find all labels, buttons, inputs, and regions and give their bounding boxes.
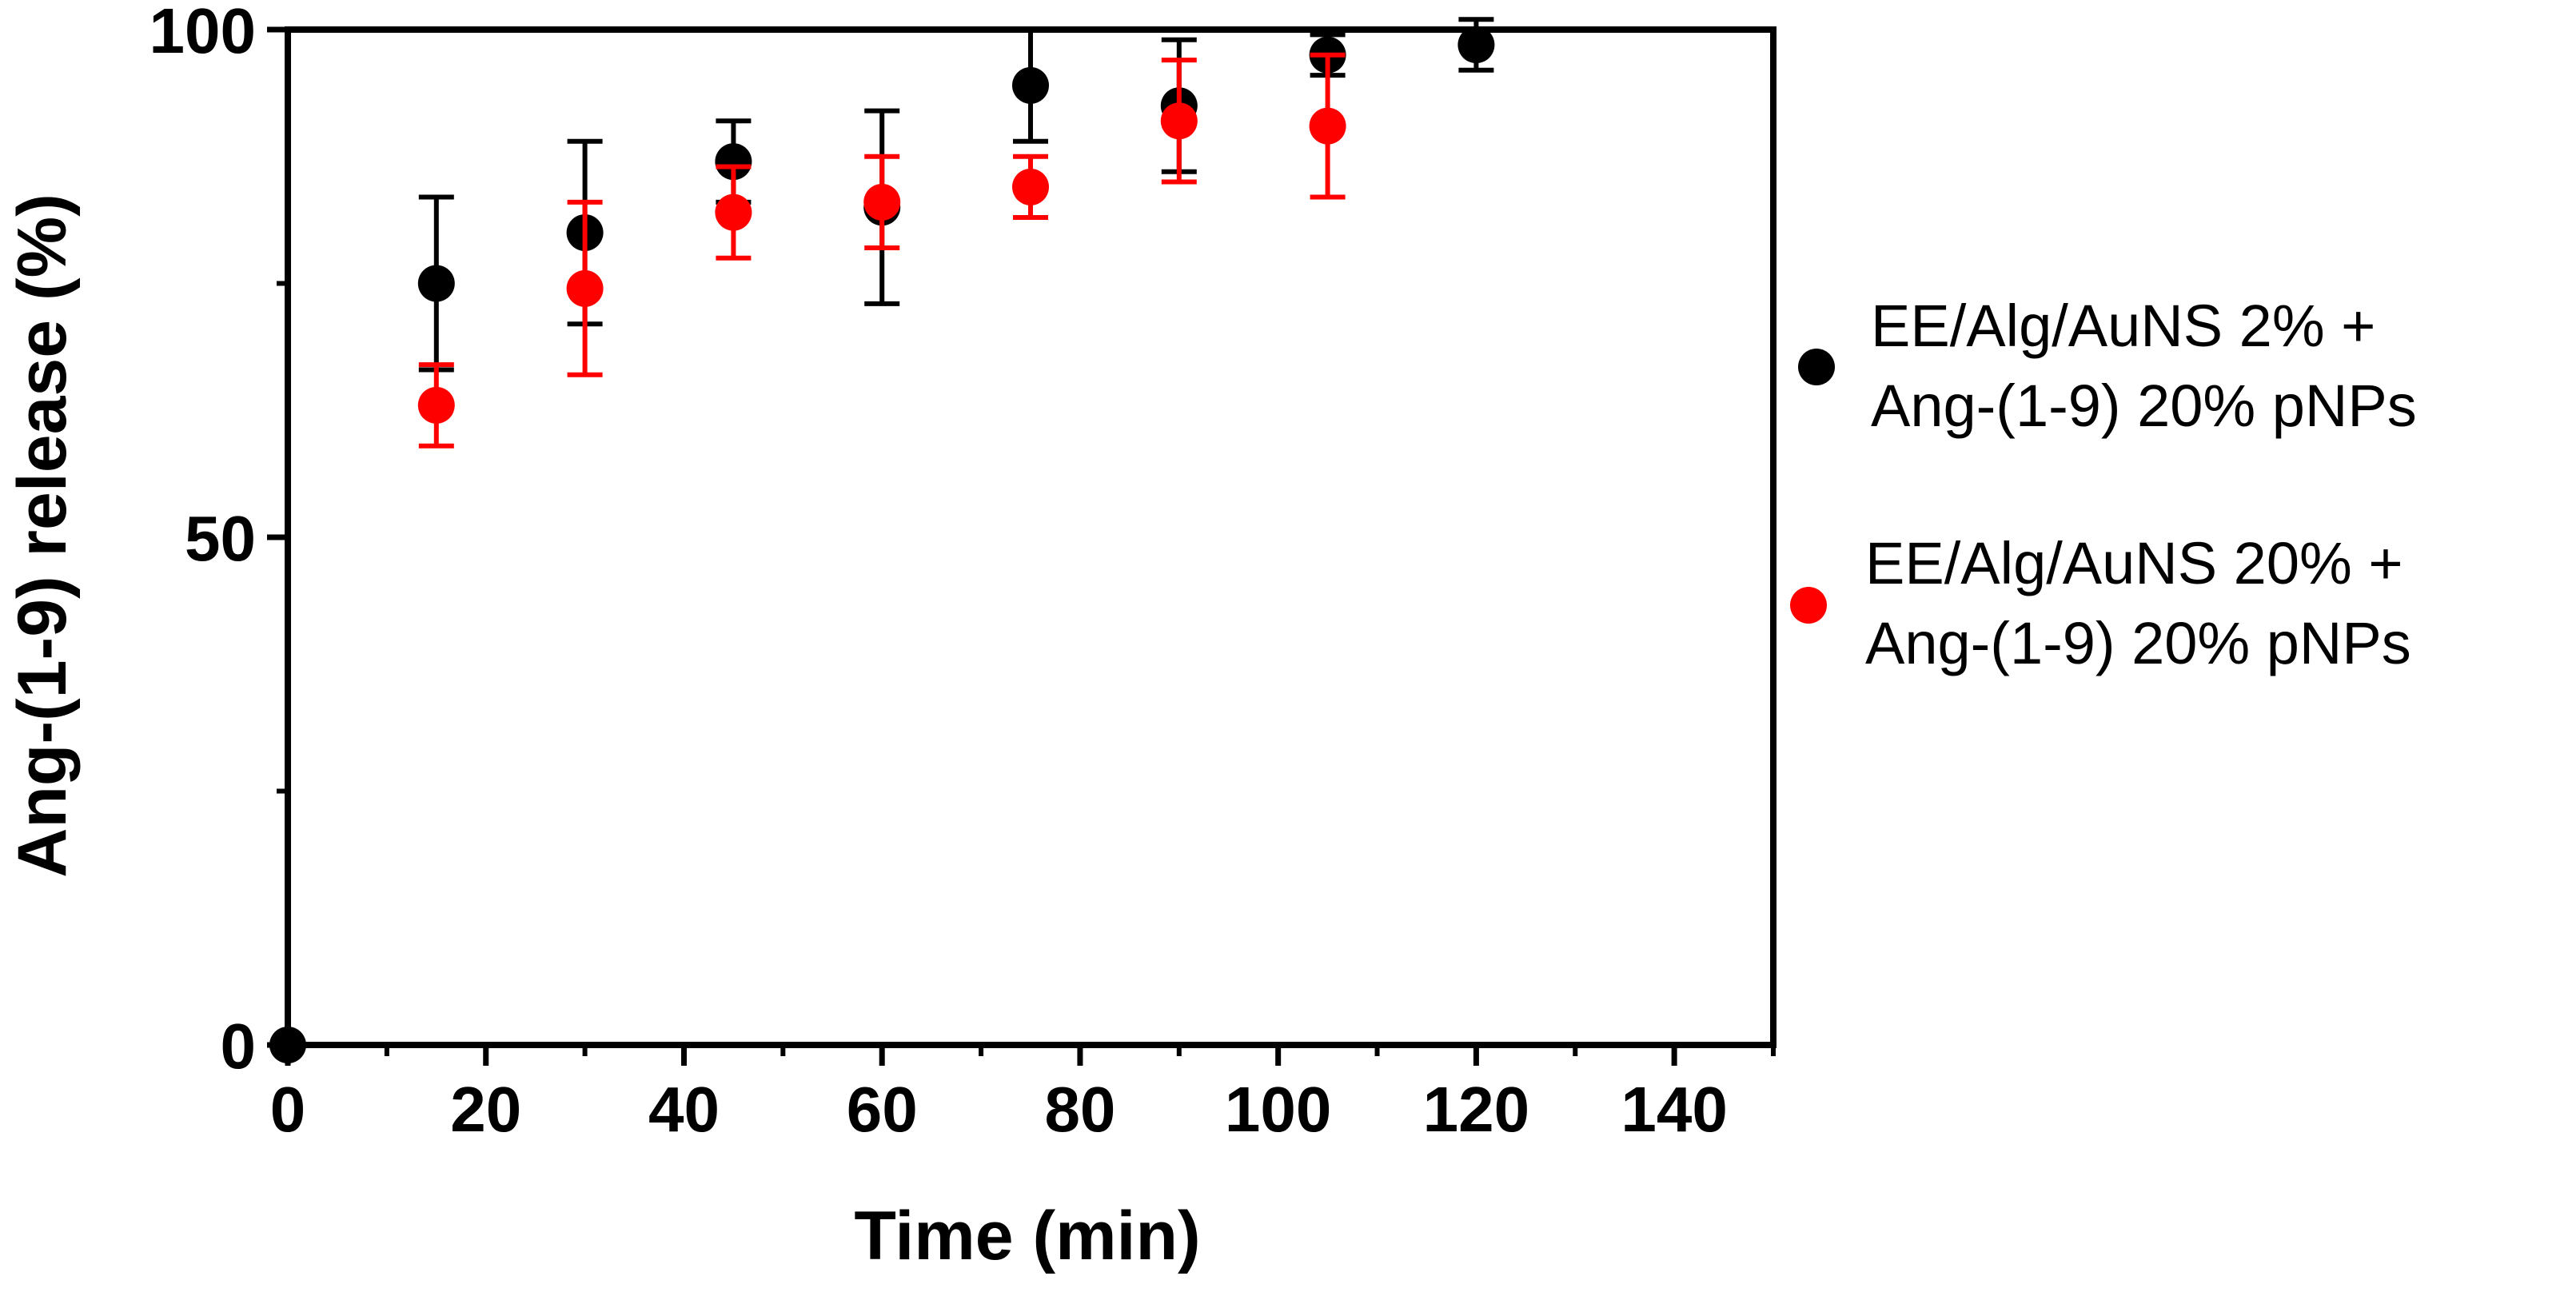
data-point-black-120	[1457, 26, 1495, 64]
legend-label-red-line2: Ang-(1-9) 20% pNPs	[1865, 610, 2411, 676]
plot-area: 0 20 40 60 80 100 120 140 0 50 100	[150, 0, 1776, 1145]
x-axis-title: Time (min)	[854, 1198, 1200, 1274]
x-tick-label-60: 60	[847, 1074, 918, 1145]
data-point-red-105	[1309, 107, 1346, 145]
data-point-black-0	[269, 1027, 306, 1063]
x-tick-label-80: 80	[1044, 1074, 1115, 1145]
legend-item-black: EE/Alg/AuNS 2% + Ang-(1-9) 20% pNPs	[1798, 293, 2417, 439]
y-tick-label-100: 100	[150, 0, 256, 66]
data-point-red-15	[417, 386, 455, 424]
data-point-black-15	[417, 265, 455, 302]
data-point-black-45	[715, 143, 752, 181]
legend-marker-black	[1798, 349, 1835, 385]
x-tick-label-0: 0	[270, 1074, 306, 1145]
legend: EE/Alg/AuNS 2% + Ang-(1-9) 20% pNPs EE/A…	[1790, 293, 2417, 676]
data-point-red-90	[1160, 102, 1198, 140]
legend-item-red: EE/Alg/AuNS 20% + Ang-(1-9) 20% pNPs	[1790, 530, 2411, 676]
y-tick-label-0: 0	[221, 1011, 257, 1082]
x-tick-label-100: 100	[1225, 1074, 1331, 1145]
legend-label-red-line1: EE/Alg/AuNS 20% +	[1865, 530, 2403, 596]
y-tick-label-50: 50	[185, 503, 256, 574]
data-point-red-75	[1012, 168, 1049, 205]
legend-label-black-line1: EE/Alg/AuNS 2% +	[1871, 293, 2375, 359]
legend-label-black-line2: Ang-(1-9) 20% pNPs	[1871, 373, 2417, 439]
x-tick-label-120: 120	[1423, 1074, 1529, 1145]
data-point-red-30	[566, 269, 604, 307]
data-point-black-75	[1012, 66, 1049, 104]
x-tick-label-20: 20	[450, 1074, 521, 1145]
y-axis-title: Ang-(1-9) release (%)	[4, 193, 81, 877]
data-point-red-60	[863, 183, 901, 221]
data-point-red-45	[715, 193, 752, 231]
legend-marker-red	[1790, 587, 1827, 624]
x-tick-label-40: 40	[648, 1074, 720, 1145]
x-tick-label-140: 140	[1621, 1074, 1727, 1145]
